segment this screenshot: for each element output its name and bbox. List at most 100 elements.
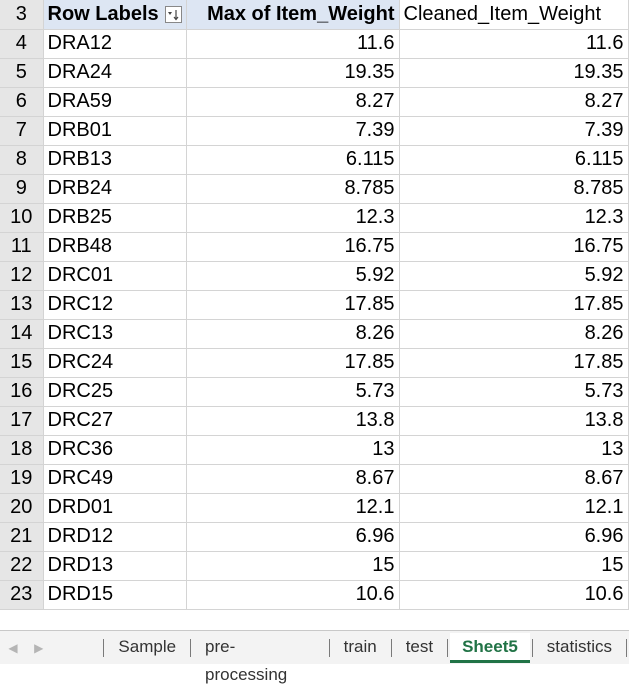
max-item-weight-cell[interactable]: 5.73 bbox=[186, 377, 400, 407]
row-label-cell[interactable]: DRC27 bbox=[43, 406, 187, 436]
row-labels-header[interactable]: Row Labels bbox=[43, 0, 187, 30]
row-label-cell[interactable]: DRB48 bbox=[43, 232, 187, 262]
max-item-weight-cell[interactable]: 17.85 bbox=[186, 290, 400, 320]
cleaned-item-weight-cell[interactable]: 12.1 bbox=[399, 493, 629, 523]
max-item-weight-cell[interactable]: 17.85 bbox=[186, 348, 400, 378]
cleaned-item-weight-cell[interactable]: 10.6 bbox=[399, 580, 629, 610]
row-label-cell[interactable]: DRA59 bbox=[43, 87, 187, 117]
cleaned-item-weight-cell[interactable]: 12.3 bbox=[399, 203, 629, 233]
row-number[interactable]: 12 bbox=[0, 261, 44, 291]
table-row: 20 DRD01 12.1 12.1 bbox=[0, 493, 629, 523]
filter-sort-icon[interactable] bbox=[164, 5, 182, 23]
max-item-weight-cell[interactable]: 6.96 bbox=[186, 522, 400, 552]
max-item-weight-cell[interactable]: 10.6 bbox=[186, 580, 400, 610]
cleaned-item-weight-cell[interactable]: 8.27 bbox=[399, 87, 629, 117]
row-number[interactable]: 10 bbox=[0, 203, 44, 233]
row-label-cell[interactable]: DRD12 bbox=[43, 522, 187, 552]
row-number[interactable]: 5 bbox=[0, 58, 44, 88]
max-item-weight-cell[interactable]: 8.67 bbox=[186, 464, 400, 494]
table-row: 17 DRC27 13.8 13.8 bbox=[0, 406, 629, 436]
tab-statistics[interactable]: statistics bbox=[546, 636, 612, 656]
row-label-cell[interactable]: DRC12 bbox=[43, 290, 187, 320]
max-item-weight-cell[interactable]: 13 bbox=[186, 435, 400, 465]
row-number[interactable]: 3 bbox=[0, 0, 44, 30]
max-item-weight-cell[interactable]: 16.75 bbox=[186, 232, 400, 262]
tab-sheet5[interactable]: Sheet5 bbox=[450, 632, 530, 663]
row-number[interactable]: 21 bbox=[0, 522, 44, 552]
row-label-cell[interactable]: DRD13 bbox=[43, 551, 187, 581]
row-label-cell[interactable]: DRB01 bbox=[43, 116, 187, 146]
row-number[interactable]: 13 bbox=[0, 290, 44, 320]
tab-separator bbox=[190, 638, 192, 657]
max-item-weight-cell[interactable]: 13.8 bbox=[186, 406, 400, 436]
row-label-cell[interactable]: DRC36 bbox=[43, 435, 187, 465]
row-label-cell[interactable]: DRC49 bbox=[43, 464, 187, 494]
row-number[interactable]: 11 bbox=[0, 232, 44, 262]
max-item-weight-cell[interactable]: 12.3 bbox=[186, 203, 400, 233]
cleaned-item-weight-cell[interactable]: 8.67 bbox=[399, 464, 629, 494]
chevron-right-icon[interactable]: ▶ bbox=[34, 640, 44, 655]
row-number[interactable]: 9 bbox=[0, 174, 44, 204]
max-item-weight-cell[interactable]: 8.27 bbox=[186, 87, 400, 117]
row-label-cell[interactable]: DRB25 bbox=[43, 203, 187, 233]
cleaned-item-weight-cell[interactable]: 19.35 bbox=[399, 58, 629, 88]
row-number[interactable]: 16 bbox=[0, 377, 44, 407]
cleaned-item-weight-cell[interactable]: 13.8 bbox=[399, 406, 629, 436]
max-item-weight-cell[interactable]: 5.92 bbox=[186, 261, 400, 291]
row-number[interactable]: 17 bbox=[0, 406, 44, 436]
table-row: 14 DRC13 8.26 8.26 bbox=[0, 319, 629, 349]
row-number[interactable]: 8 bbox=[0, 145, 44, 175]
row-label-cell[interactable]: DRA12 bbox=[43, 29, 187, 59]
tab-train[interactable]: train bbox=[343, 636, 377, 656]
row-label-cell[interactable]: DRA24 bbox=[43, 58, 187, 88]
row-number[interactable]: 15 bbox=[0, 348, 44, 378]
cleaned-item-weight-cell[interactable]: 6.115 bbox=[399, 145, 629, 175]
max-item-weight-cell[interactable]: 12.1 bbox=[186, 493, 400, 523]
max-item-weight-cell[interactable]: 8.785 bbox=[186, 174, 400, 204]
row-number[interactable]: 20 bbox=[0, 493, 44, 523]
max-item-weight-cell[interactable]: 19.35 bbox=[186, 58, 400, 88]
row-label-cell[interactable]: DRD01 bbox=[43, 493, 187, 523]
row-label-cell[interactable]: DRC01 bbox=[43, 261, 187, 291]
row-number[interactable]: 7 bbox=[0, 116, 44, 146]
row-label-cell[interactable]: DRC13 bbox=[43, 319, 187, 349]
max-item-weight-cell[interactable]: 7.39 bbox=[186, 116, 400, 146]
cleaned-item-weight-cell[interactable]: 13 bbox=[399, 435, 629, 465]
row-number[interactable]: 18 bbox=[0, 435, 44, 465]
chevron-left-icon[interactable]: ◀ bbox=[8, 640, 18, 655]
tab-pre-processing[interactable]: pre-processing bbox=[205, 636, 288, 684]
cleaned-item-weight-cell[interactable]: 17.85 bbox=[399, 290, 629, 320]
row-number[interactable]: 6 bbox=[0, 87, 44, 117]
cleaned-item-weight-cell[interactable]: 7.39 bbox=[399, 116, 629, 146]
row-number[interactable]: 19 bbox=[0, 464, 44, 494]
row-number[interactable]: 23 bbox=[0, 580, 44, 610]
cleaned-item-weight-cell[interactable]: 5.73 bbox=[399, 377, 629, 407]
cleaned-item-weight-cell[interactable]: 6.96 bbox=[399, 522, 629, 552]
cleaned-item-weight-cell[interactable]: 17.85 bbox=[399, 348, 629, 378]
row-label-cell[interactable]: DRC24 bbox=[43, 348, 187, 378]
max-item-weight-header[interactable]: Max of Item_Weight bbox=[186, 0, 400, 30]
cleaned-item-weight-cell[interactable]: 15 bbox=[399, 551, 629, 581]
row-label-cell[interactable]: DRC25 bbox=[43, 377, 187, 407]
row-label-cell[interactable]: DRD15 bbox=[43, 580, 187, 610]
row-label-cell[interactable]: DRB13 bbox=[43, 145, 187, 175]
row-number[interactable]: 22 bbox=[0, 551, 44, 581]
cleaned-item-weight-header[interactable]: Cleaned_Item_Weight bbox=[399, 0, 629, 30]
row-label-cell[interactable]: DRB24 bbox=[43, 174, 187, 204]
table-row: 22 DRD13 15 15 bbox=[0, 551, 629, 581]
tab-sample[interactable]: Sample bbox=[118, 636, 177, 656]
table-row: 5 DRA24 19.35 19.35 bbox=[0, 58, 629, 88]
cleaned-item-weight-cell[interactable]: 8.785 bbox=[399, 174, 629, 204]
tab-test[interactable]: test bbox=[405, 636, 434, 656]
cleaned-item-weight-cell[interactable]: 8.26 bbox=[399, 319, 629, 349]
max-item-weight-cell[interactable]: 11.6 bbox=[186, 29, 400, 59]
cleaned-item-weight-cell[interactable]: 16.75 bbox=[399, 232, 629, 262]
max-item-weight-cell[interactable]: 6.115 bbox=[186, 145, 400, 175]
row-number[interactable]: 14 bbox=[0, 319, 44, 349]
row-number[interactable]: 4 bbox=[0, 29, 44, 59]
cleaned-item-weight-cell[interactable]: 11.6 bbox=[399, 29, 629, 59]
cleaned-item-weight-cell[interactable]: 5.92 bbox=[399, 261, 629, 291]
max-item-weight-cell[interactable]: 15 bbox=[186, 551, 400, 581]
table-row: 10 DRB25 12.3 12.3 bbox=[0, 203, 629, 233]
max-item-weight-cell[interactable]: 8.26 bbox=[186, 319, 400, 349]
